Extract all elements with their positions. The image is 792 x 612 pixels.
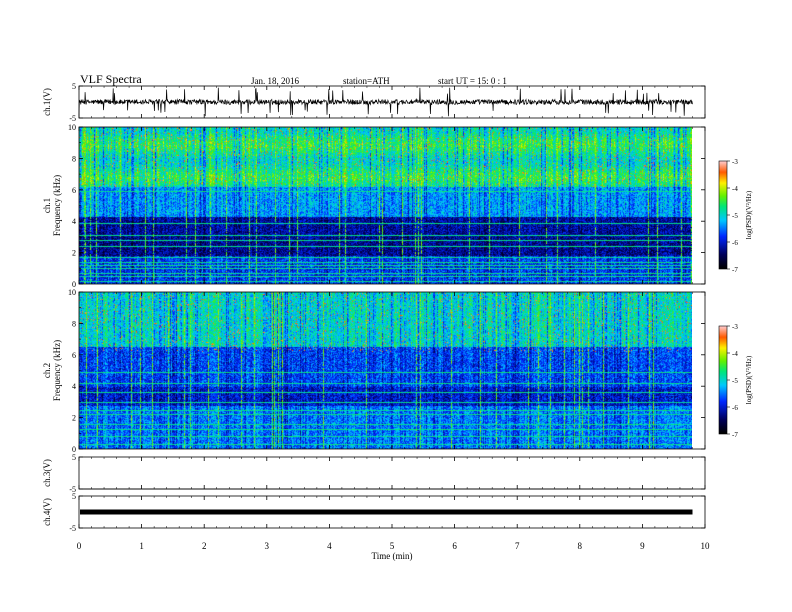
y-tick-label: 4 xyxy=(72,382,76,391)
figure-title: VLF Spectra xyxy=(80,72,142,86)
x-tick-label: 8 xyxy=(578,541,583,551)
x-tick-label: 7 xyxy=(515,541,520,551)
x-tick-label: 4 xyxy=(327,541,332,551)
y-tick-label: 5 xyxy=(72,453,76,462)
y-tick-label: 0 xyxy=(72,445,76,454)
y-tick-label: 4 xyxy=(72,217,76,226)
colorbar-tick-label: -5 xyxy=(732,377,738,385)
y-tick-label: 2 xyxy=(72,414,76,423)
y-axis-label: ch.1(V) xyxy=(42,88,52,116)
y-tick-label: 10 xyxy=(68,288,76,297)
x-tick-label: 6 xyxy=(452,541,457,551)
colorbar-tick-label: -7 xyxy=(732,431,738,439)
colorbar-tick-label: -3 xyxy=(732,158,738,166)
spectrogram-ch2-image xyxy=(79,292,692,449)
ch1-waveform-line xyxy=(78,87,693,117)
x-tick-label: 9 xyxy=(640,541,645,551)
y-tick-label: 2 xyxy=(72,249,76,258)
y-axis-channel-label: ch.2 xyxy=(42,363,52,378)
y-tick-label: 8 xyxy=(72,154,76,163)
y-tick-label: -5 xyxy=(69,114,76,123)
x-tick-label: 3 xyxy=(265,541,270,551)
colorbar-label: log(PSD)(V²/Hz) xyxy=(745,190,753,239)
date-label: Jan. 18, 2016 xyxy=(251,76,299,86)
y-tick-label: -5 xyxy=(69,485,76,494)
colorbar-tick-label: -7 xyxy=(732,266,738,274)
y-tick-label: 5 xyxy=(72,492,76,501)
colorbar-tick-label: -6 xyxy=(732,239,738,247)
station-label: station=ATH xyxy=(343,76,390,86)
y-axis-label: Frequency (kHz) xyxy=(52,175,62,236)
colorbar-tick-label: -5 xyxy=(732,212,738,220)
y-tick-label: 10 xyxy=(68,123,76,132)
colorbar-tick-label: -4 xyxy=(732,185,738,193)
x-tick-label: 0 xyxy=(77,541,82,551)
ch4-waveform-line xyxy=(80,509,693,515)
y-tick-label: -5 xyxy=(69,524,76,533)
spectrogram-ch1-image xyxy=(79,127,692,284)
colorbar-label: log(PSD)(V²/Hz) xyxy=(745,355,753,404)
y-axis-label: ch.4(V) xyxy=(42,498,52,526)
x-tick-label: 1 xyxy=(139,541,144,551)
colorbar-tick-label: -6 xyxy=(732,404,738,412)
colorbar-tick-label: -3 xyxy=(732,323,738,331)
y-axis-label: ch.3(V) xyxy=(42,459,52,487)
y-tick-label: 0 xyxy=(72,280,76,289)
x-tick-label: 10 xyxy=(701,541,711,551)
x-tick-label: 5 xyxy=(390,541,395,551)
y-tick-label: 6 xyxy=(72,186,76,195)
x-axis-label: Time (min) xyxy=(372,551,413,561)
y-tick-label: 5 xyxy=(72,82,76,91)
colorbar-gradient xyxy=(719,326,727,434)
colorbar-gradient xyxy=(719,161,727,269)
y-tick-label: 6 xyxy=(72,351,76,360)
start-time-label: start UT = 15: 0 : 1 xyxy=(438,76,507,86)
y-tick-label: 8 xyxy=(72,319,76,328)
colorbar-tick-label: -4 xyxy=(732,350,738,358)
x-tick-label: 2 xyxy=(202,541,207,551)
y-axis-channel-label: ch.1 xyxy=(42,198,52,213)
panel-frame-ch3-waveform xyxy=(78,456,706,490)
y-axis-label: Frequency (kHz) xyxy=(52,340,62,401)
